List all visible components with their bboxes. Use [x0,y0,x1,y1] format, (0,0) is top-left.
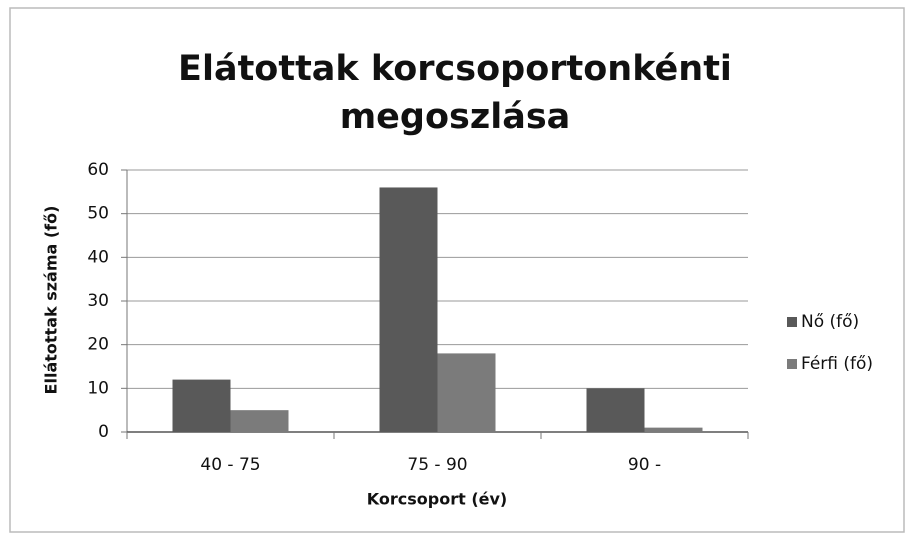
y-tick-label: 60 [87,160,109,180]
x-tick-label: 40 - 75 [200,455,260,475]
legend-label: Nő (fő) [801,312,859,332]
x-axis-label: Korcsoport (év) [367,490,507,509]
y-tick-label: 10 [87,378,109,398]
y-tick-label: 40 [87,247,109,267]
y-tick-label: 0 [98,422,109,442]
chart-frame [9,7,905,533]
chart-title: megoszlása [340,97,571,137]
bar [172,379,231,432]
bar [379,187,438,432]
y-axis-label: Ellátottak száma (fő) [42,206,61,395]
bar [644,427,703,432]
legend-swatch [787,359,797,369]
legend-swatch [787,317,797,327]
y-tick-label: 30 [87,291,109,311]
bar [230,410,289,432]
bar [586,388,645,432]
legend-label: Férfi (fő) [801,354,873,374]
bar [437,353,496,432]
y-tick-label: 50 [87,204,109,224]
y-tick-label: 20 [87,335,109,355]
chart-title: Elátottak korcsoportonkénti [178,49,732,89]
x-tick-label: 75 - 90 [407,455,467,475]
x-tick-label: 90 - [628,455,661,475]
